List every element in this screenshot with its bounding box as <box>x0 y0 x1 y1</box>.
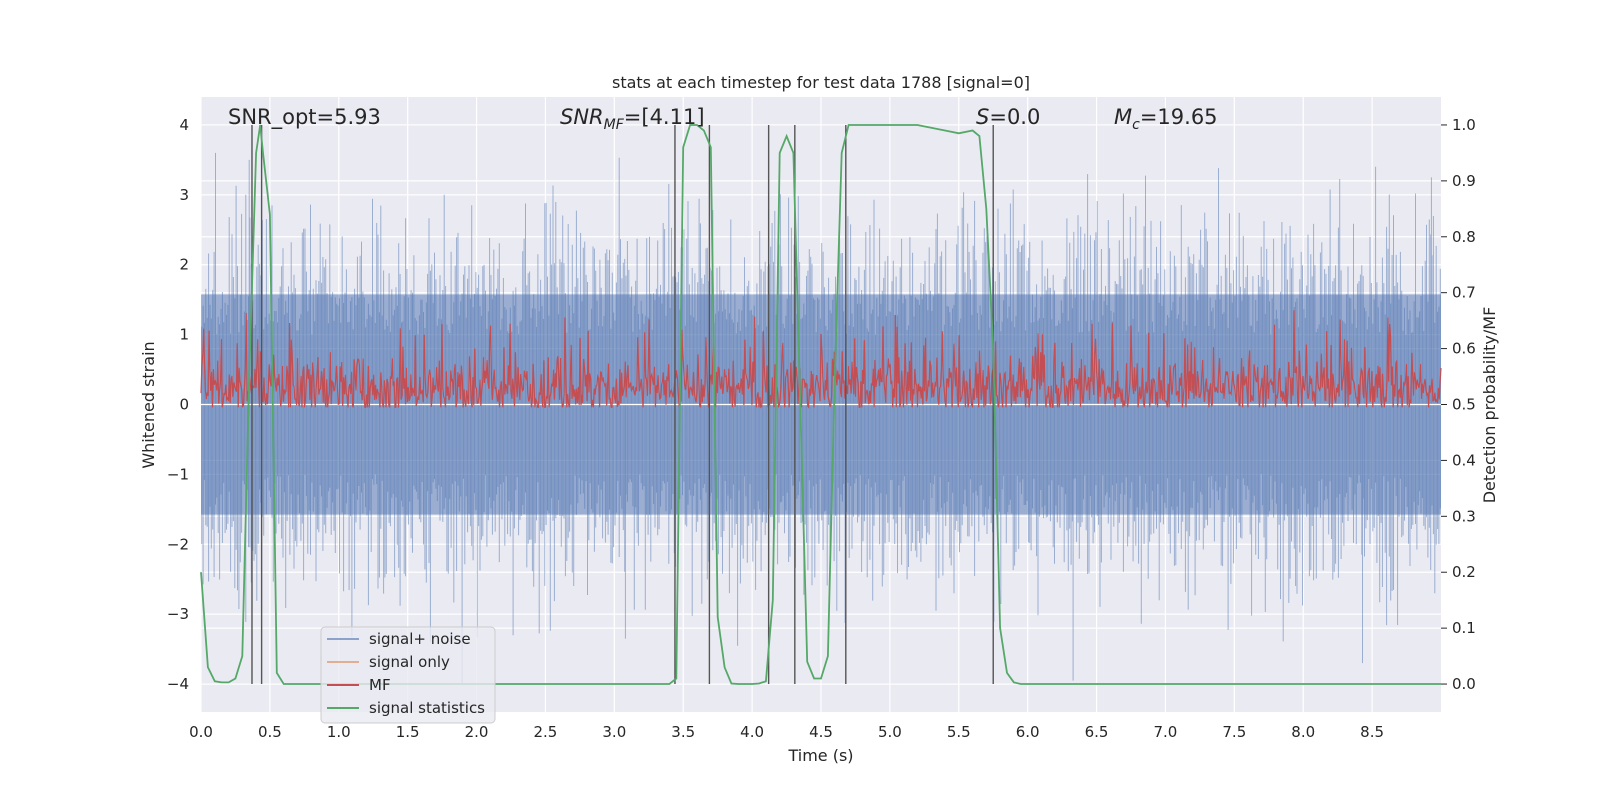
x-tick-label: 3.5 <box>671 723 695 741</box>
mf-series <box>200 310 1442 409</box>
x-tick-label: 3.0 <box>602 723 626 741</box>
chart-title: stats at each timestep for test data 178… <box>612 73 1030 92</box>
x-tick-label: 1.5 <box>396 723 420 741</box>
y-tick-label-right: 0.2 <box>1452 563 1476 581</box>
y-axis-left-label: Whitened strain <box>139 341 158 468</box>
x-tick-label: 7.0 <box>1154 723 1178 741</box>
x-tick-label: 4.5 <box>809 723 833 741</box>
annotation-s: S=0.0 <box>976 105 1040 129</box>
legend: signal+ noise signal only MF signal stat… <box>320 626 496 724</box>
x-axis-label: Time (s) <box>787 746 853 765</box>
x-tick-label: 2.5 <box>534 723 558 741</box>
x-tick-label: 6.0 <box>1016 723 1040 741</box>
legend-label-mf: MF <box>369 676 391 694</box>
snr-mf-sub: MF <box>604 117 625 133</box>
y-tick-label-left: 4 <box>179 116 189 134</box>
annotation-snr-opt: SNR_opt=5.93 <box>228 105 381 130</box>
snr-mf-value: =[4.11] <box>624 105 705 129</box>
y-tick-label-right: 0.6 <box>1452 340 1476 358</box>
y-tick-label-right: 0.3 <box>1452 507 1476 525</box>
y-axis-left: 4 3 2 1 0 −1 −2 −3 −4 <box>167 116 189 693</box>
x-tick-label: 0.5 <box>258 723 282 741</box>
legend-label-signal-statistics: signal statistics <box>369 699 485 717</box>
y-axis-right-label: Detection probability/MF <box>1480 307 1499 504</box>
y-tick-label-left: 0 <box>179 396 189 414</box>
legend-box <box>320 626 496 724</box>
y-axis-right: 1.0 0.9 0.8 0.7 0.6 0.5 0.4 0.3 0.2 0.1 0.0 <box>1441 116 1476 693</box>
annotation-snr-mf: SNRMF=[4.11] <box>560 105 705 133</box>
y-tick-label-left: −2 <box>167 535 189 553</box>
mc-sub: c <box>1132 117 1140 133</box>
annotation-mc: Mc=19.65 <box>1114 105 1218 133</box>
y-tick-label-left: 2 <box>179 256 189 274</box>
x-tick-label: 0.0 <box>189 723 213 741</box>
noise-series <box>201 152 1441 684</box>
y-tick-label-right: 0.0 <box>1452 675 1476 693</box>
y-tick-label-right: 0.4 <box>1452 451 1476 469</box>
mf-line <box>200 310 1442 409</box>
snr-mf-label: SNR <box>560 105 604 129</box>
signal-statistics-line <box>200 124 1441 685</box>
x-tick-label: 7.5 <box>1222 723 1246 741</box>
signal-statistics-series <box>200 124 1441 685</box>
x-tick-label: 1.0 <box>327 723 351 741</box>
y-tick-label-right: 0.1 <box>1452 619 1476 637</box>
vertical-markers <box>251 124 994 685</box>
y-tick-label-left: −4 <box>167 675 189 693</box>
y-tick-label-right: 0.5 <box>1452 396 1476 414</box>
x-axis: 0.0 0.5 1.0 1.5 2.0 2.5 3.0 3.5 4.0 4.5 5.0 5.5 6.0 6… <box>189 723 1384 741</box>
y-tick-label-right: 1.0 <box>1452 116 1476 134</box>
y-tick-label-left: −1 <box>167 465 189 483</box>
y-tick-label-right: 0.9 <box>1452 172 1476 190</box>
mc-label: M <box>1114 105 1132 129</box>
s-value: =0.0 <box>989 105 1040 129</box>
s-label: S <box>976 105 989 129</box>
y-tick-label-right: 0.7 <box>1452 284 1476 302</box>
x-tick-label: 8.0 <box>1291 723 1315 741</box>
y-tick-label-left: 1 <box>179 326 189 344</box>
x-tick-label: 2.0 <box>465 723 489 741</box>
legend-label-noise: signal+ noise <box>369 630 471 648</box>
legend-label-signal-only: signal only <box>369 653 450 671</box>
y-tick-label-left: 3 <box>179 186 189 204</box>
y-tick-label-left: −3 <box>167 605 189 623</box>
mc-value: =19.65 <box>1140 105 1218 129</box>
x-tick-label: 4.0 <box>740 723 764 741</box>
x-tick-label: 8.5 <box>1360 723 1384 741</box>
x-tick-label: 5.5 <box>947 723 971 741</box>
x-tick-label: 6.5 <box>1085 723 1109 741</box>
x-tick-label: 5.0 <box>878 723 902 741</box>
y-tick-label-right: 0.8 <box>1452 228 1476 246</box>
